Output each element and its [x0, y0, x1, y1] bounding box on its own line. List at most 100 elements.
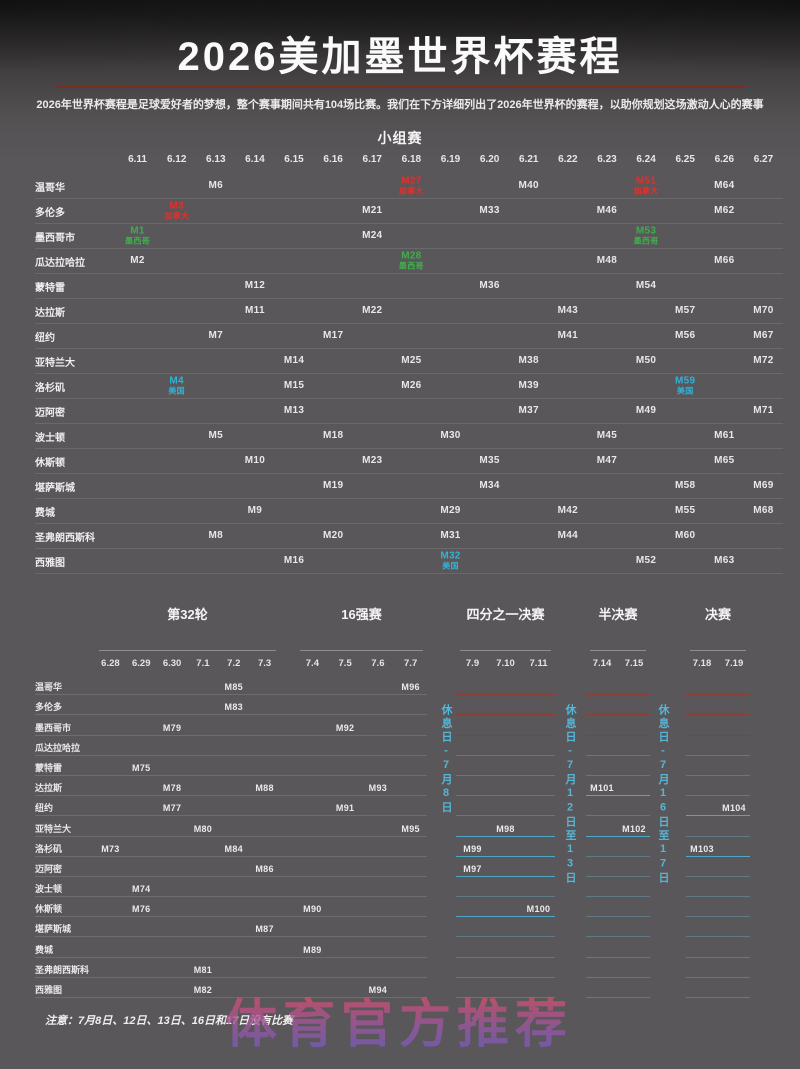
match-number: M5 [208, 429, 224, 441]
slot-line [686, 997, 750, 998]
match-number: M64 [714, 179, 735, 191]
match-cell: M24 [362, 230, 382, 242]
date-label: 7.19 [724, 658, 744, 669]
match-number: M13 [283, 404, 305, 416]
city-label: 西雅图 [35, 985, 63, 995]
section-title: 四分之一决赛 [466, 607, 545, 622]
row-cells: M5 M18 M30 M45 M61 [118, 424, 783, 448]
date-label: 7.9 [465, 658, 480, 669]
match-cell: M37 [518, 404, 539, 417]
match-cell: M97 [463, 863, 482, 874]
host-country-label: 墨西哥 [633, 236, 659, 246]
match-cell: M21 [362, 205, 382, 217]
match-number: M26 [401, 379, 422, 391]
match-number: M57 [675, 304, 696, 316]
match-cell: M16 [284, 555, 304, 567]
slot-line [586, 936, 650, 938]
match-cell: M84 [224, 843, 243, 854]
city-label: 洛杉矶 [35, 843, 63, 854]
date-label: 7.3 [257, 658, 272, 669]
match-number: M52 [635, 554, 657, 566]
match-number: M30 [440, 429, 461, 441]
city-label: 纽约 [35, 332, 55, 344]
date-label: 6.15 [284, 154, 304, 165]
match-cell: M77 [162, 803, 182, 814]
date-label: 6.25 [675, 154, 695, 165]
slot-line [586, 916, 650, 918]
knockout-rows: 温哥华 M85 M96 多伦多 M83 墨西哥市 M79 M92 瓜达拉哈拉 蒙特雷 M75 达拉斯 M… [35, 676, 785, 999]
match-cell: M94 [369, 985, 387, 995]
match-cell: M100 [526, 904, 551, 915]
match-number: M6 [208, 179, 224, 191]
match-cell: M47 [597, 455, 617, 467]
match-cell: M40 [519, 180, 539, 192]
match-cell: M63 [714, 555, 734, 567]
match-number: M19 [322, 479, 344, 491]
match-cell: M49 [636, 405, 656, 417]
match-cell: M34 [479, 479, 500, 492]
match-number: M39 [518, 379, 539, 391]
section-rule [690, 650, 746, 651]
table-row: 蒙特雷 M12 M36 M54 [35, 274, 783, 299]
city-label: 纽约 [35, 803, 54, 814]
date-label: 6.21 [519, 154, 539, 165]
row-line [35, 714, 427, 716]
match-cell: M56 [675, 330, 695, 342]
row-line [35, 916, 427, 918]
date-label: 6.26 [714, 154, 735, 165]
slot-line [456, 835, 555, 837]
match-cell: M43 [558, 305, 578, 317]
date-label: 6.28 [101, 658, 120, 669]
slot-line [686, 835, 750, 837]
match-cell: M8 [209, 530, 224, 542]
table-row: 多伦多 M3 加拿大 M21 M33 M46 M62 [35, 199, 783, 224]
row-line [35, 936, 427, 938]
city-label: 费城 [35, 944, 54, 955]
slot-line [456, 754, 555, 756]
row-line [35, 896, 427, 898]
slot-line [686, 896, 750, 898]
slot-line [686, 976, 750, 978]
slot-line [686, 734, 750, 736]
slot-line [456, 976, 555, 978]
section-title: 决赛 [704, 607, 731, 622]
match-cell: M72 [753, 355, 773, 367]
group-stage-date-header: 6.11 6.12 6.13 6.14 6.15 6.16 6.17 6.18 6.19 6.20… [118, 154, 783, 174]
match-cell: M58 [675, 480, 695, 492]
date-label: 6.22 [558, 154, 578, 165]
match-cell: M59 美国 [675, 376, 695, 396]
slot-line [586, 754, 650, 756]
match-cell: M96 [401, 682, 420, 693]
match-number: M41 [557, 329, 579, 341]
city-label: 瓜达拉哈拉 [35, 742, 81, 753]
slot-line [586, 855, 650, 857]
date-label: 7.1 [196, 658, 210, 669]
match-cell: M14 [284, 355, 304, 367]
match-cell: M41 [557, 329, 579, 342]
match-cell: M69 [753, 480, 773, 492]
row-cells: M11 M22 M43 M57 M70 [118, 299, 783, 323]
match-cell: M48 [597, 255, 617, 267]
date-label: 6.24 [636, 154, 656, 165]
row-cells: M7 M17 M41 M56 M67 [118, 324, 783, 348]
match-number: M37 [518, 404, 539, 416]
row-cells: M2 M28 墨西哥 M48 M66 [118, 249, 783, 273]
match-number: M34 [479, 479, 500, 491]
match-cell: M93 [368, 783, 388, 794]
city-label: 迈阿密 [35, 407, 65, 419]
match-number: M53 [635, 225, 657, 237]
city-label: 墨西哥市 [35, 722, 72, 733]
date-label: 6.12 [166, 154, 187, 165]
table-row: 圣弗朗西斯科 M8 M20 M31 M44 M60 [35, 524, 783, 549]
match-cell: M73 [101, 843, 120, 854]
city-label: 多伦多 [35, 207, 65, 219]
city-label: 温哥华 [35, 682, 63, 693]
slot-line [686, 714, 750, 716]
match-cell: M86 [255, 863, 274, 874]
date-label: 7.18 [692, 658, 712, 669]
city-label: 蒙特雷 [35, 282, 65, 294]
row-cells: M3 加拿大 M21 M33 M46 M62 [118, 199, 783, 223]
match-number: M44 [557, 529, 579, 541]
match-cell: M95 [401, 823, 420, 834]
match-cell: M53 墨西哥 [633, 225, 659, 246]
